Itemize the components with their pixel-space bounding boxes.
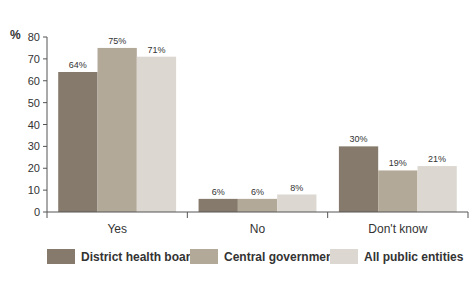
legend-swatch (190, 249, 218, 264)
bar (277, 195, 316, 213)
bar (98, 48, 137, 212)
category-divider (468, 212, 469, 218)
y-tick (43, 37, 47, 38)
data-label: 75% (108, 36, 126, 46)
data-label: 64% (69, 60, 87, 70)
y-tick (43, 190, 47, 191)
y-tick (43, 80, 47, 81)
bar (339, 146, 378, 212)
category-divider (327, 212, 328, 218)
legend-swatch (47, 249, 75, 264)
y-tick (43, 146, 47, 147)
y-axis-label: % (10, 28, 21, 42)
x-tick-label: Don't know (368, 222, 427, 236)
bar (378, 170, 417, 212)
legend-label: Central government (224, 250, 337, 264)
y-tick-label: 20 (28, 162, 40, 174)
chart: 0 10 20 30 40 50 60 70 80% 64% 6% 30% 75% 6% 19% 71% 8% 2… (0, 0, 473, 285)
bar (417, 166, 456, 212)
y-tick-label: 10 (28, 184, 40, 196)
y-tick (43, 212, 47, 213)
y-axis (47, 37, 48, 212)
y-tick (43, 124, 47, 125)
y-tick-label: 50 (28, 97, 40, 109)
legend: District health boards Central government… (47, 249, 464, 264)
data-labels: 64% 6% 30% 75% 6% 19% 71% 8% 21% (69, 36, 446, 197)
bars (58, 48, 457, 212)
category-divider (47, 212, 48, 218)
data-label: 8% (290, 183, 303, 193)
y-tick-label: 60 (28, 75, 40, 87)
y-tick-label: 40 (28, 119, 40, 131)
y-tick-label: 70 (28, 53, 40, 65)
data-label: 71% (147, 45, 165, 55)
legend-swatch (330, 249, 358, 264)
bar (58, 72, 97, 212)
x-tick-label: Yes (107, 222, 127, 236)
data-label: 30% (350, 134, 368, 144)
x-tick-label: No (250, 222, 266, 236)
y-tick-label: 0 (34, 206, 40, 218)
data-label: 21% (428, 154, 446, 164)
legend-label: All public entities (364, 250, 464, 264)
data-label: 6% (251, 187, 264, 197)
y-tick-label: 30 (28, 140, 40, 152)
bar (137, 57, 176, 212)
y-tick-label: 80 (28, 31, 40, 43)
bar (199, 199, 238, 212)
x-axis (47, 212, 468, 213)
legend-label: District health boards (81, 250, 205, 264)
y-tick (43, 168, 47, 169)
bar (238, 199, 277, 212)
category-divider (187, 212, 188, 218)
data-label: 19% (389, 158, 407, 168)
y-tick (43, 58, 47, 59)
data-label: 6% (212, 187, 225, 197)
y-tick (43, 102, 47, 103)
